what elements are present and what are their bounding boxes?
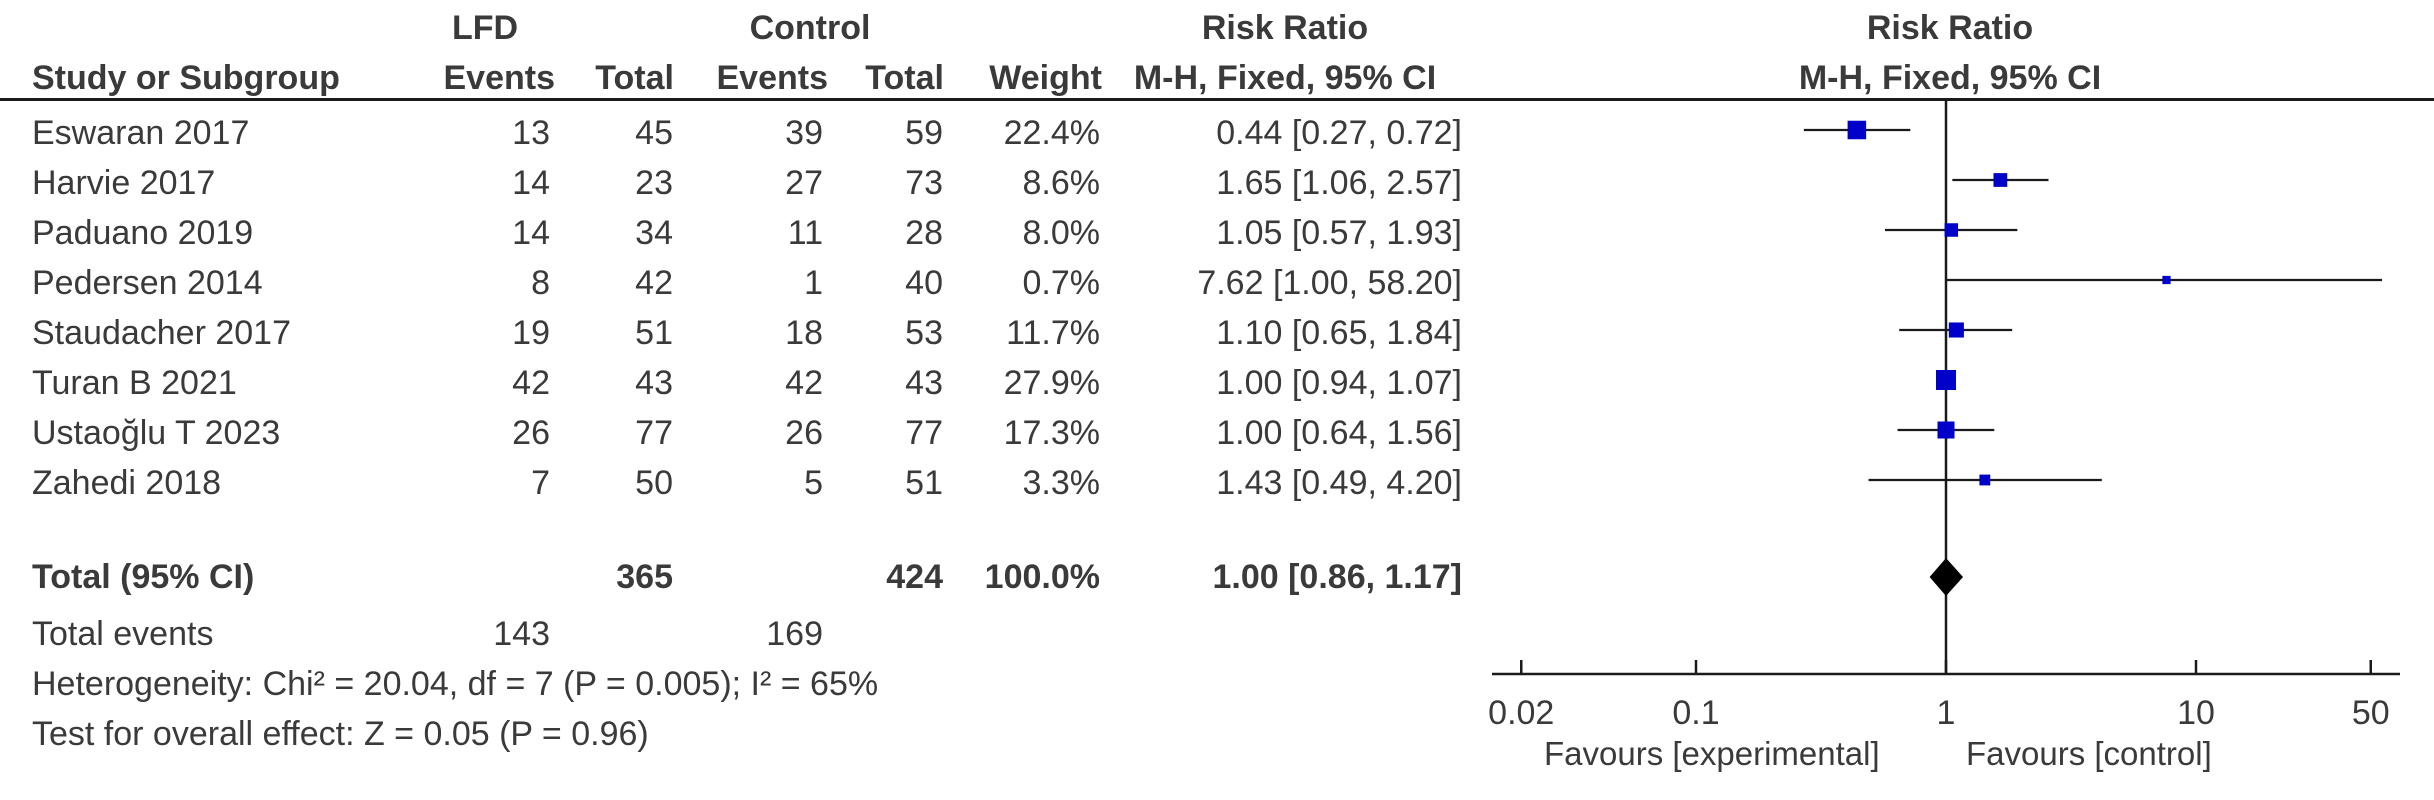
control-events: 39: [785, 114, 823, 152]
x-axis-tick-label: 0.02: [1488, 694, 1554, 732]
control-events: 26: [785, 414, 823, 452]
header-lfd-events: Events: [443, 59, 556, 97]
point-marker: [2162, 275, 2171, 285]
point-marker: [1937, 421, 1955, 439]
control-total: 40: [905, 264, 943, 302]
total-label: Total (95% CI): [32, 558, 255, 596]
weight: 27.9%: [1003, 364, 1100, 402]
lfd-events: 14: [512, 214, 550, 252]
study-name: Turan B 2021: [32, 364, 237, 402]
study-name: Staudacher 2017: [32, 314, 291, 352]
weight: 17.3%: [1003, 414, 1100, 452]
header-ctl-total: Total: [865, 59, 944, 97]
weight: 3.3%: [1022, 464, 1101, 502]
risk-ratio-ci: 7.62 [1.00, 58.20]: [1197, 264, 1462, 302]
lfd-total: 42: [635, 264, 673, 302]
control-total: 73: [905, 164, 943, 202]
control-total: 51: [905, 464, 943, 502]
study-name: Eswaran 2017: [32, 114, 250, 152]
x-axis-tick-label: 0.1: [1672, 694, 1719, 732]
point-marker: [1847, 120, 1867, 140]
risk-ratio-ci: 1.05 [0.57, 1.93]: [1216, 214, 1462, 252]
point-marker: [1993, 173, 2008, 187]
point-marker: [1979, 474, 1991, 486]
total-control-count: 424: [886, 558, 943, 596]
favours-control-label: Favours [control]: [1966, 735, 2212, 772]
control-events: 18: [785, 314, 823, 352]
weight: 22.4%: [1003, 114, 1100, 152]
lfd-events: 19: [512, 314, 550, 352]
control-total: 59: [905, 114, 943, 152]
lfd-events: 13: [512, 114, 550, 152]
header-group-risk-ratio: Risk Ratio: [1201, 9, 1369, 47]
weight: 8.0%: [1022, 214, 1101, 252]
risk-ratio-ci: 0.44 [0.27, 0.72]: [1216, 114, 1462, 152]
header-study: Study or Subgroup: [32, 59, 340, 97]
total-lfd-count: 365: [616, 558, 673, 596]
x-axis-tick-label: 50: [2352, 694, 2390, 732]
header-lfd-total: Total: [595, 59, 674, 97]
overall-effect-text: Test for overall effect: Z = 0.05 (P = 0…: [32, 715, 649, 753]
header-weight: Weight: [989, 59, 1102, 97]
risk-ratio-ci: 1.00 [0.94, 1.07]: [1216, 364, 1462, 402]
study-name: Ustaoğlu T 2023: [32, 414, 281, 452]
control-total: 28: [905, 214, 943, 252]
control-total: 43: [905, 364, 943, 402]
risk-ratio-ci: 1.00 [0.64, 1.56]: [1216, 414, 1462, 452]
lfd-total: 34: [635, 214, 673, 252]
study-name: Zahedi 2018: [32, 464, 222, 502]
lfd-total: 50: [635, 464, 673, 502]
lfd-total: 77: [635, 414, 673, 452]
lfd-events: 7: [531, 464, 550, 502]
lfd-total: 23: [635, 164, 673, 202]
control-total: 53: [905, 314, 943, 352]
header-ctl-events: Events: [716, 59, 829, 97]
header-rule: [0, 98, 2434, 101]
lfd-total: 43: [635, 364, 673, 402]
total-weight: 100.0%: [984, 558, 1100, 596]
lfd-events: 26: [512, 414, 550, 452]
risk-ratio-ci: 1.65 [1.06, 2.57]: [1216, 164, 1462, 202]
plot-title: Risk Ratio: [1866, 9, 2034, 47]
lfd-total: 45: [635, 114, 673, 152]
point-marker: [1936, 370, 1956, 390]
total-events-label: Total events: [32, 615, 214, 653]
x-axis-tick-label: 1: [1937, 694, 1956, 732]
control-events: 27: [785, 164, 823, 202]
weight: 8.6%: [1022, 164, 1101, 202]
header-group-control: Control: [749, 9, 871, 47]
plot-subtitle: M-H, Fixed, 95% CI: [1798, 59, 2102, 97]
point-marker: [1944, 223, 1959, 237]
risk-ratio-ci: 1.10 [0.65, 1.84]: [1216, 314, 1462, 352]
total-events-control: 169: [766, 615, 823, 653]
lfd-events: 42: [512, 364, 550, 402]
pooled-diamond: [1929, 558, 1964, 596]
total-risk-ratio-ci: 1.00 [0.86, 1.17]: [1212, 558, 1462, 596]
point-marker: [1948, 322, 1964, 338]
lfd-events: 8: [531, 264, 550, 302]
control-events: 42: [785, 364, 823, 402]
heterogeneity-text: Heterogeneity: Chi² = 20.04, df = 7 (P =…: [32, 665, 879, 703]
lfd-total: 51: [635, 314, 673, 352]
control-events: 11: [787, 214, 823, 252]
header-risk-ratio-method: M-H, Fixed, 95% CI: [1133, 59, 1437, 97]
study-name: Pedersen 2014: [32, 264, 263, 302]
control-events: 5: [804, 464, 823, 502]
control-events: 1: [804, 264, 823, 302]
study-name: Paduano 2019: [32, 214, 254, 252]
x-axis-tick-label: 10: [2177, 694, 2215, 732]
study-name: Harvie 2017: [32, 164, 216, 202]
favours-experimental-label: Favours [experimental]: [1544, 735, 1880, 772]
total-events-lfd: 143: [493, 615, 550, 653]
weight: 11.7%: [1006, 314, 1100, 352]
risk-ratio-ci: 1.43 [0.49, 4.20]: [1216, 464, 1462, 502]
control-total: 77: [905, 414, 943, 452]
lfd-events: 14: [512, 164, 550, 202]
weight: 0.7%: [1022, 264, 1101, 302]
header-group-lfd: LFD: [451, 9, 519, 47]
